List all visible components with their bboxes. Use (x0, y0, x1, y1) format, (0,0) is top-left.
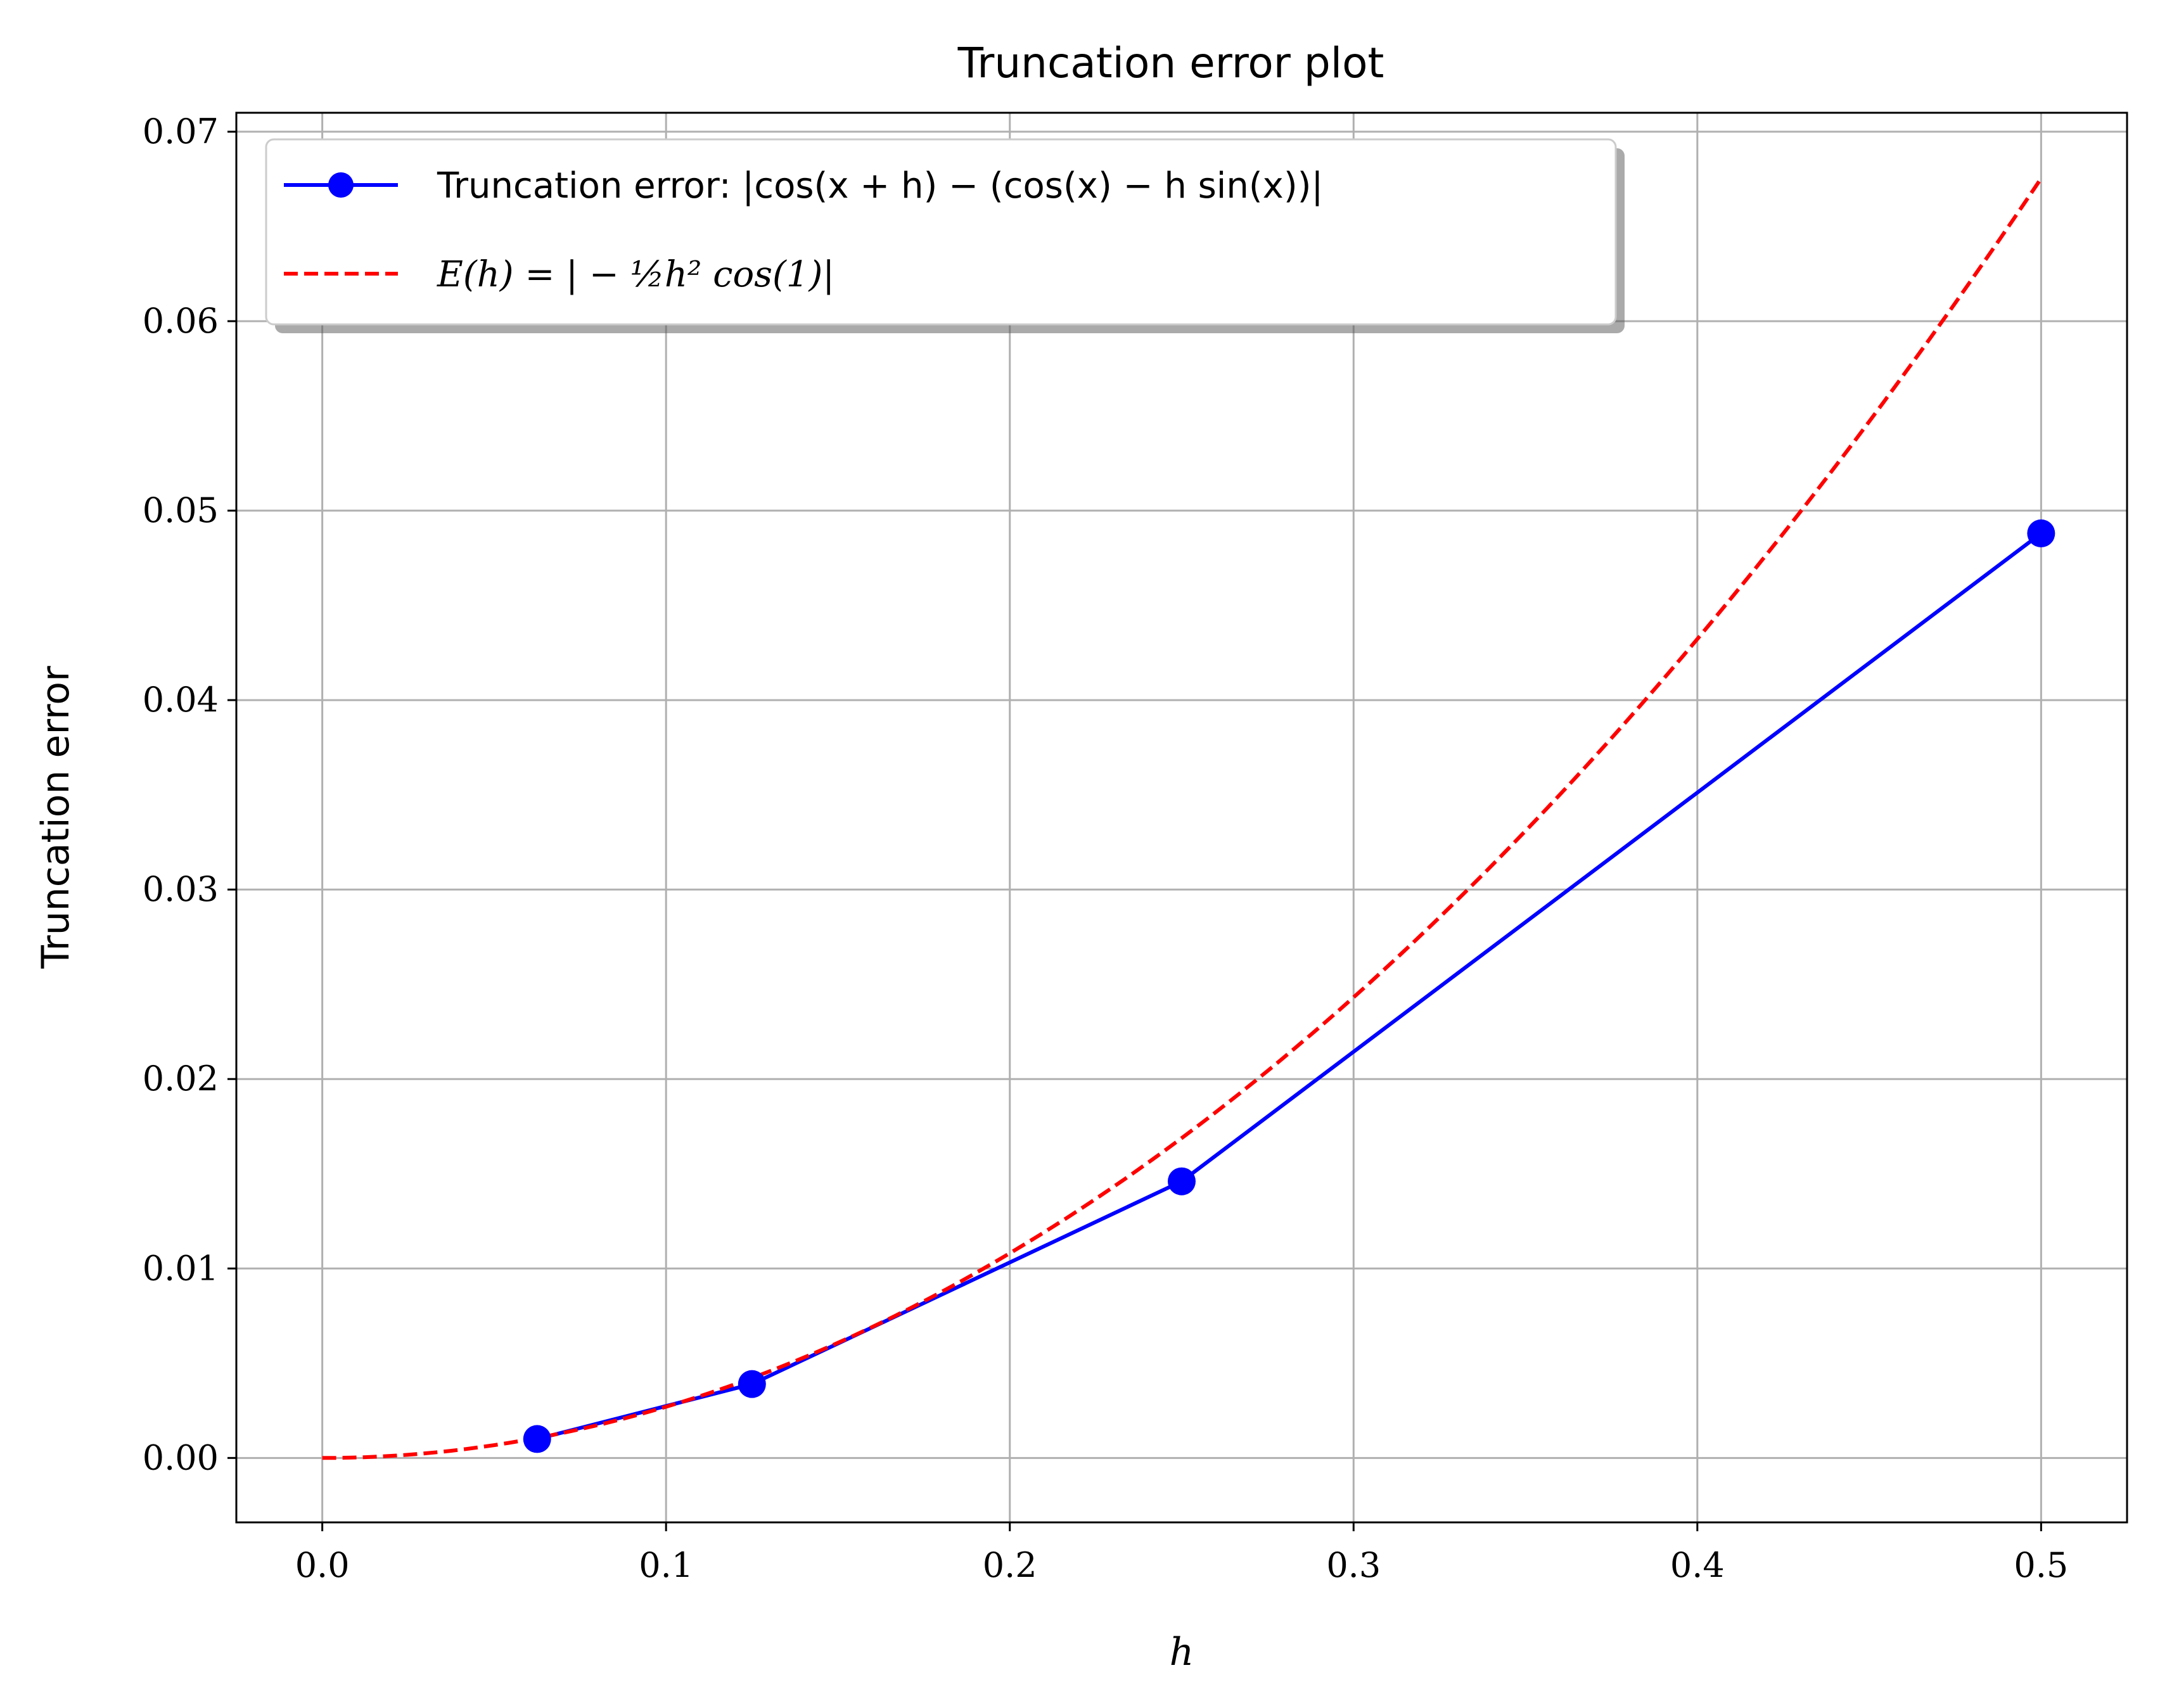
y-axis-ticks: 0.00 0.01 0.02 0.03 0.04 0.05 0.06 0.07 (143, 112, 236, 1477)
y-tick-label: 0.02 (143, 1059, 219, 1099)
series-truncation-error-markers (523, 519, 2055, 1453)
plot-area (236, 113, 2127, 1522)
legend-e-h-label: E(h) = | − ½h² cos(1)| (437, 254, 834, 295)
x-tick-label: 0.3 (1326, 1545, 1381, 1585)
y-tick-label: 0.07 (143, 112, 219, 151)
chart-title: Truncation error plot (957, 39, 1384, 87)
y-axis-label: Truncation error (34, 666, 78, 969)
x-axis-ticks: 0.0 0.1 0.2 0.3 0.4 0.5 (295, 1522, 2068, 1585)
x-tick-label: 0.1 (639, 1545, 693, 1585)
y-tick-label: 0.01 (143, 1248, 219, 1288)
y-tick-label: 0.06 (143, 301, 219, 341)
x-tick-label: 0.2 (983, 1545, 1037, 1585)
y-tick-label: 0.03 (143, 869, 219, 909)
legend: Truncation error: |cos(x + h) − (cos(x) … (265, 138, 1625, 333)
series-layer (322, 177, 2055, 1460)
series-e-h-dashed-line (322, 177, 2043, 1460)
axes-frame (235, 112, 2128, 1524)
y-tick-label: 0.04 (143, 680, 219, 720)
x-axis-label: h (1170, 1630, 1194, 1674)
data-point-truncation-error (523, 1425, 551, 1453)
data-point-truncation-error (1168, 1167, 1196, 1195)
y-tick-label: 0.00 (143, 1437, 219, 1477)
x-tick-label: 0.4 (1670, 1545, 1725, 1585)
legend-truncation-error-label: Truncation error: |cos(x + h) − (cos(x) … (437, 165, 1323, 207)
legend-truncation-error-marker-sample (328, 172, 354, 198)
y-tick-label: 0.05 (143, 490, 219, 530)
data-point-truncation-error (738, 1370, 766, 1398)
x-tick-label: 0.0 (295, 1545, 350, 1585)
legend-box (265, 138, 1617, 326)
data-point-truncation-error (2027, 519, 2055, 547)
x-tick-label: 0.5 (2014, 1545, 2068, 1585)
